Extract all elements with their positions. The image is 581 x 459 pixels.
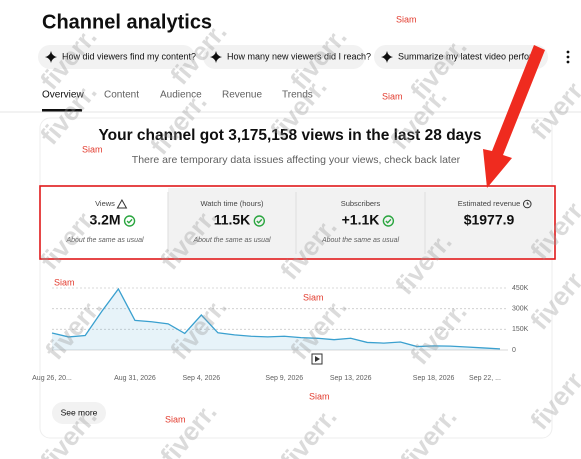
chip[interactable] xyxy=(374,45,548,69)
y-tick-label: 300K xyxy=(512,306,529,313)
chip[interactable] xyxy=(203,45,365,69)
play-icon xyxy=(315,356,320,362)
notice: There are temporary data issues affectin… xyxy=(132,154,461,166)
watermark-signature: Siam xyxy=(54,277,75,287)
x-tick-label: Sep 18, 2026 xyxy=(413,375,455,382)
sparkle-icon xyxy=(45,51,57,63)
check-icon xyxy=(385,218,392,224)
metric-label: Watch time (hours) xyxy=(200,199,264,208)
chip-label: Summarize my latest video perform xyxy=(398,51,540,61)
check-icon xyxy=(126,218,133,224)
chip-label: How did viewers find my content? xyxy=(62,51,196,61)
metric-value: 3.2M xyxy=(89,212,120,228)
chip-label: How many new viewers did I reach? xyxy=(227,51,371,61)
metric-value: +1.1K xyxy=(342,212,380,228)
x-tick-label: Aug 31, 2026 xyxy=(114,375,156,382)
check-icon xyxy=(256,218,263,224)
check-icon xyxy=(253,215,265,227)
metric-note: About the same as usual xyxy=(192,237,270,244)
metric-note: About the same as usual xyxy=(321,237,399,244)
see-more-button[interactable] xyxy=(52,402,106,424)
x-tick-label: Sep 4, 2026 xyxy=(182,375,220,382)
y-tick-label: 450K xyxy=(512,285,529,292)
watermark-signature: Siam xyxy=(82,144,103,154)
tab[interactable]: Revenue xyxy=(222,90,262,101)
watermark-signature: Siam xyxy=(396,14,417,24)
highlight-box xyxy=(39,185,556,260)
check-icon xyxy=(382,215,395,227)
check-icon xyxy=(123,215,136,227)
data-line xyxy=(51,287,501,350)
metric-tile[interactable] xyxy=(425,188,553,258)
metric-tile[interactable] xyxy=(168,188,296,258)
line-area xyxy=(52,288,500,350)
tab[interactable]: Trends xyxy=(282,90,313,101)
x-tick-label: Sep 22, ... xyxy=(469,375,501,382)
metric-note: About the same as usual xyxy=(65,237,143,244)
metric-tile[interactable] xyxy=(42,188,168,258)
page-title: Channel analytics xyxy=(42,11,212,33)
metric-value: 11.5K xyxy=(214,212,251,228)
y-tick-label: 0 xyxy=(512,347,516,354)
see-more-label[interactable]: See more xyxy=(61,407,98,417)
x-tick-label: Sep 13, 2026 xyxy=(330,375,372,382)
red-arrow xyxy=(483,45,545,188)
watermark-signature: Siam xyxy=(165,414,186,424)
kebab[interactable] xyxy=(566,50,570,64)
metric-label: Subscribers xyxy=(341,199,381,208)
watermark-brand: fiverr. xyxy=(524,72,581,146)
watermark-signature: Siam xyxy=(382,91,403,101)
x-tick-label: Sep 9, 2026 xyxy=(265,375,303,382)
metric-value: $1977.9 xyxy=(464,212,515,228)
metric-tile[interactable] xyxy=(296,188,425,258)
tab-underline xyxy=(42,109,82,112)
metric-label: Estimated revenue xyxy=(458,199,521,208)
watermark-signature: Siam xyxy=(309,391,330,401)
tab[interactable]: Audience xyxy=(160,90,202,101)
y-tick-label: 150K xyxy=(512,326,529,333)
clock-icon xyxy=(526,202,530,205)
tab[interactable]: Content xyxy=(104,90,139,101)
warning-icon xyxy=(116,198,128,209)
x-tick-label: Aug 26, 20... xyxy=(32,375,72,382)
watermark-signature: Siam xyxy=(303,292,324,302)
tab[interactable]: Overview xyxy=(42,90,84,101)
headline: Your channel got 3,175,158 views in the … xyxy=(98,127,481,144)
chip[interactable] xyxy=(38,45,195,69)
clock-icon xyxy=(522,199,532,209)
sparkle-icon xyxy=(210,51,222,63)
metric-label: Views xyxy=(95,199,115,208)
sparkle-icon xyxy=(381,51,393,63)
